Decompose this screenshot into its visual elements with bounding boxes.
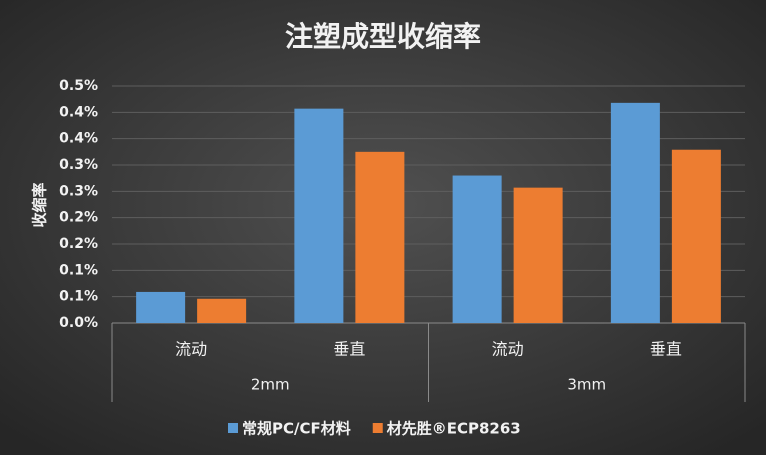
y-tick-label: 0.1% bbox=[59, 262, 98, 278]
x-tick-label: 流动 bbox=[492, 340, 524, 359]
y-tick-label: 0.5% bbox=[59, 78, 98, 94]
bar bbox=[513, 187, 563, 323]
y-tick-label: 0.1% bbox=[59, 289, 98, 305]
bar bbox=[610, 102, 660, 323]
y-tick-label: 0.4% bbox=[59, 104, 98, 120]
y-tick-label: 0.4% bbox=[59, 131, 98, 147]
x-tick-label: 垂直 bbox=[333, 340, 365, 359]
x-tick-label: 流动 bbox=[175, 340, 207, 359]
bar bbox=[197, 298, 247, 323]
legend-label: 常规PC/CF材料 bbox=[242, 420, 351, 438]
bar bbox=[294, 108, 344, 323]
x-tick-label: 垂直 bbox=[650, 340, 682, 359]
y-axis-label: 收缩率 bbox=[31, 182, 49, 227]
bar bbox=[136, 291, 186, 323]
bar bbox=[355, 151, 405, 323]
group-label: 2mm bbox=[251, 376, 290, 394]
legend-swatch bbox=[228, 423, 238, 433]
chart-title: 注塑成型收缩率 bbox=[285, 20, 481, 53]
y-tick-label: 0.3% bbox=[59, 183, 98, 199]
y-tick-label: 0.3% bbox=[59, 157, 98, 173]
y-tick-label: 0.0% bbox=[59, 315, 98, 331]
bar bbox=[452, 175, 502, 323]
y-tick-label: 0.2% bbox=[59, 210, 98, 226]
legend-swatch bbox=[372, 423, 383, 433]
bar bbox=[671, 149, 721, 323]
y-tick-label: 0.2% bbox=[59, 236, 98, 252]
group-label: 3mm bbox=[567, 376, 606, 394]
legend-label: 材先胜®ECP8263 bbox=[387, 420, 521, 438]
